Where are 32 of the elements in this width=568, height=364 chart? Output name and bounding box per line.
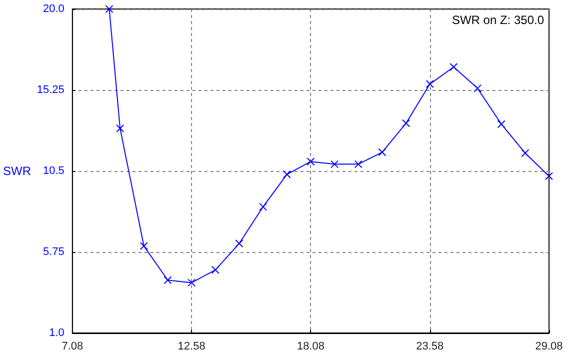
x-tick-label: 7.08 (62, 340, 84, 352)
point (140, 242, 148, 250)
point (282, 170, 291, 178)
annotation: SWR on Z: 350.0 (452, 13, 544, 27)
x-tick-label: 29.08 (535, 340, 563, 352)
point (497, 120, 506, 128)
y-tick-label: 1.0 (49, 327, 64, 339)
point (164, 276, 172, 284)
point (450, 62, 458, 71)
y-tick-label: 20.0 (43, 3, 64, 15)
point (330, 160, 339, 168)
point (474, 84, 482, 92)
point (105, 5, 114, 13)
point (545, 172, 553, 180)
y-tick-label: 15.25 (36, 84, 64, 96)
point (402, 119, 410, 128)
point (378, 148, 386, 156)
x-tick-label: 12.58 (178, 340, 206, 352)
x-tick-label: 18.08 (296, 340, 324, 352)
point (354, 160, 362, 168)
point (521, 149, 530, 158)
y-axis-title: SWR (2, 164, 32, 178)
point (235, 239, 244, 248)
y-tick-label: 5.75 (43, 246, 64, 258)
point (188, 278, 196, 287)
point (259, 202, 268, 211)
point (116, 124, 124, 132)
x-tick-label: 23.58 (416, 340, 444, 352)
point (211, 266, 220, 274)
y-tick-label: 10.5 (43, 165, 64, 177)
point (306, 158, 315, 166)
point (426, 80, 434, 88)
